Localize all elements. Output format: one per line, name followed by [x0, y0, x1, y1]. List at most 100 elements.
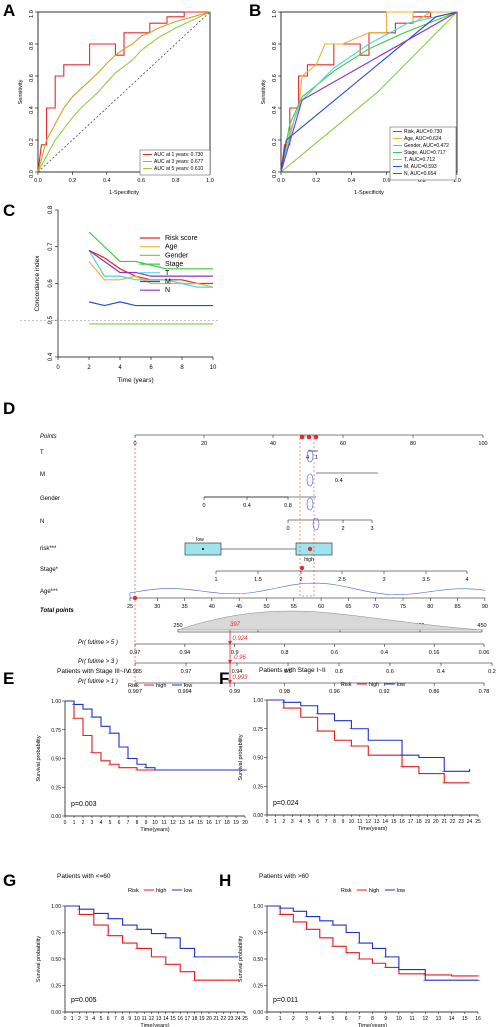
- x-tick-label: 21: [213, 1016, 219, 1022]
- x-tick-label: 16: [475, 1016, 481, 1022]
- x-tick-label: 24: [235, 1016, 241, 1022]
- age-tick-label: 55: [291, 604, 297, 610]
- y-axis-label: Concordance index: [34, 255, 41, 312]
- y-tick-label: 0.6: [272, 74, 278, 82]
- stage-tick-label: 4: [465, 577, 468, 583]
- nomogram-row-label: Pr( futime > 3 ): [78, 659, 118, 665]
- x-tick-label: 8: [333, 819, 336, 825]
- age-tick-label: 85: [455, 604, 461, 610]
- y-tick-label: 0.50: [51, 957, 61, 963]
- panel-letter-d: D: [3, 399, 15, 418]
- nomogram-row-label: risk***: [40, 546, 57, 552]
- roc-curve-m: [280, 11, 458, 173]
- x-tick-label: 21: [441, 819, 447, 825]
- y-axis-label: Survival probability: [36, 735, 42, 781]
- x-tick-label: 19: [233, 820, 239, 826]
- points-tick-label: 80: [410, 441, 416, 447]
- pr5-tick-label: 0.6: [331, 650, 339, 656]
- legend-label: T, AUC=0.712: [404, 157, 435, 163]
- nomogram-row-label: Pr( futime > 5 ): [78, 640, 118, 646]
- panel-letter-h: H: [219, 871, 231, 890]
- y-tick-label: 1.00: [253, 904, 263, 910]
- risk-marker: [307, 546, 313, 552]
- legend-label: Gender: [165, 252, 189, 259]
- pr5-tick-label: 0.94: [179, 650, 190, 656]
- x-tick-label: 19: [199, 1016, 205, 1022]
- y-tick-label: 0.6: [29, 74, 35, 82]
- x-axis-label: Time(years): [140, 827, 169, 833]
- gender-tick-label: 0.4: [243, 503, 251, 509]
- km-legend-high: high: [369, 682, 379, 688]
- km-title: Patients with >60: [259, 873, 309, 880]
- y-axis-label: Sensitivity: [18, 79, 24, 104]
- pr3-tick-label: 0.97: [181, 669, 192, 675]
- legend-label: Age, AUC=0.624: [404, 136, 442, 142]
- x-tick-label: 0: [64, 1016, 67, 1022]
- stage-tick-label: 3: [382, 577, 385, 583]
- x-tick-label: 13: [436, 1016, 442, 1022]
- roc-curve-auc-at-5-years-0-610: [37, 11, 211, 173]
- x-tick-label: 19: [425, 819, 431, 825]
- y-tick-label: 1.00: [253, 698, 263, 704]
- roc-curve-t: [280, 11, 458, 173]
- x-tick-label: 6: [149, 365, 153, 371]
- y-tick-label: 0.75: [51, 931, 61, 937]
- nomogram-row-label: Gender: [40, 496, 60, 502]
- risk-low-dot: [202, 548, 204, 550]
- legend-label: Risk, AUC=0.730: [404, 129, 442, 135]
- pr1-tick-label: 0.86: [429, 689, 440, 695]
- points-tick-label: 60: [340, 441, 346, 447]
- x-tick-label: 0.4: [348, 178, 356, 184]
- y-tick-label: 0.75: [253, 931, 263, 937]
- nomogram-row-label: Total points: [40, 608, 74, 614]
- p-value: p=0.011: [273, 997, 298, 1004]
- x-tick-label: 25: [242, 1016, 248, 1022]
- km-curve-high: [267, 905, 478, 977]
- x-tick-label: 0: [64, 820, 67, 826]
- x-tick-label: 0.4: [103, 178, 111, 184]
- y-tick-label: 0.2: [29, 138, 35, 146]
- y-tick-label: 0.50: [253, 756, 263, 762]
- x-tick-label: 7: [114, 1016, 117, 1022]
- pr1-tick-label: 0.92: [379, 689, 390, 695]
- x-tick-label: 18: [416, 819, 422, 825]
- age-tick-label: 80: [427, 604, 433, 610]
- x-tick-label: 5: [332, 1016, 335, 1022]
- x-tick-label: 25: [475, 819, 481, 825]
- legend-label: Stage, AUC=0.717: [404, 150, 446, 156]
- x-axis-label: Time(years): [140, 1023, 169, 1027]
- x-tick-label: 15: [197, 820, 203, 826]
- x-tick-label: 10: [152, 820, 158, 826]
- y-axis-label: Survival probability: [238, 936, 244, 982]
- points-marker: [313, 434, 319, 440]
- x-tick-label: 13: [179, 820, 185, 826]
- x-tick-label: 4: [92, 1016, 95, 1022]
- stage-tick-label: 1: [214, 577, 217, 583]
- total-points-value: 397: [230, 622, 241, 628]
- x-tick-label: 17: [215, 820, 221, 826]
- x-tick-label: 16: [206, 820, 212, 826]
- km-legend-title: Risk: [128, 888, 139, 894]
- km-legend-title: Risk: [341, 682, 352, 688]
- x-tick-label: 12: [149, 1016, 155, 1022]
- p-value: p=0.024: [273, 800, 299, 807]
- x-tick-label: 8: [136, 820, 139, 826]
- x-tick-label: 23: [228, 1016, 234, 1022]
- km-legend-high: high: [156, 683, 166, 689]
- x-tick-label: 2: [82, 820, 85, 826]
- x-tick-label: 14: [382, 819, 388, 825]
- p-value: p=0.003: [71, 801, 97, 808]
- y-axis-label: Survival probability: [238, 734, 244, 780]
- x-tick-label: 11: [409, 1016, 414, 1022]
- x-tick-label: 9: [342, 819, 345, 825]
- y-tick-label: 1.00: [51, 904, 61, 910]
- x-tick-label: 17: [408, 819, 414, 825]
- pr5-value: 0.924: [232, 636, 248, 642]
- nomogram-row-label: T: [40, 450, 44, 456]
- x-tick-label: 6: [316, 819, 319, 825]
- n-tick-label: 0: [286, 526, 289, 532]
- covariate-density: [312, 517, 320, 531]
- km-title: Patients with Stage III~IV: [57, 668, 130, 675]
- x-tick-label: 1: [279, 1016, 282, 1022]
- y-tick-label: 0.6: [48, 279, 54, 288]
